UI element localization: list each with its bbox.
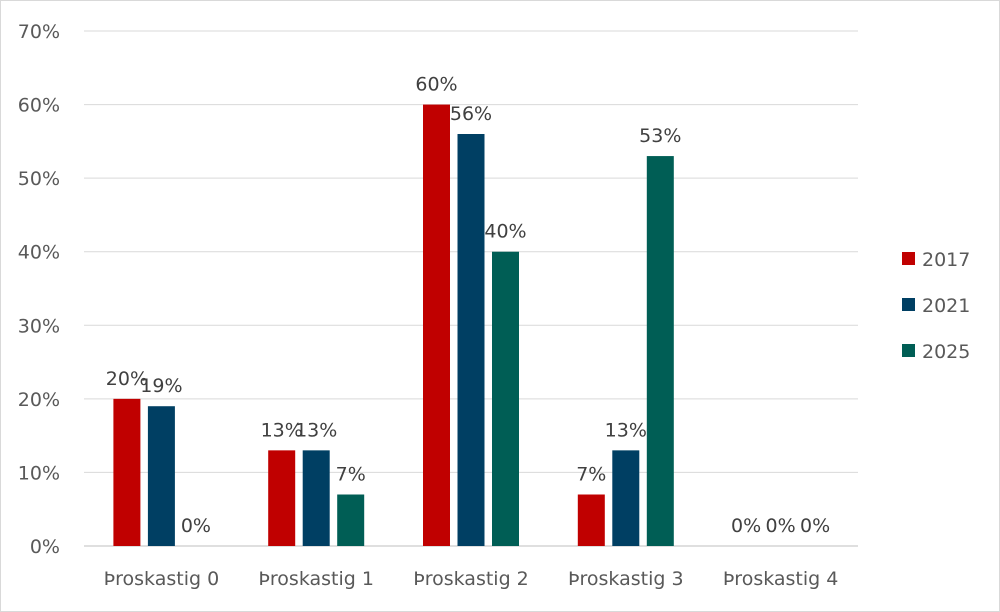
y-tick-label: 60% [18,95,60,117]
x-tick-label: Þroskastig 3 [568,568,684,590]
data-label-2021-1: 13% [295,419,337,441]
x-axis-ticks: Þroskastig 0 Þroskastig 1 Þroskastig 2 Þros… [104,568,839,590]
bar-2017-2 [423,104,450,547]
x-tick-label: Þroskastig 2 [413,568,529,590]
x-tick-label: Þroskastig 4 [723,568,839,590]
data-label-2021-4: 0% [766,515,796,537]
data-label-2017-2: 60% [415,74,457,96]
bar-2017-0 [113,398,141,546]
data-label-2025-4: 0% [800,515,830,537]
bar-2017-3 [577,494,605,546]
data-label-2017-0: 20% [106,368,148,390]
data-label-2017-1: 13% [261,419,303,441]
data-label-2025-1: 7% [336,464,366,486]
bar-2021-2 [457,134,485,546]
legend-swatch-2017 [902,252,915,265]
data-label-2017-3: 7% [576,464,606,486]
data-label-2025-2: 40% [484,221,526,243]
y-tick-label: 40% [18,242,60,264]
bar-2025-3 [646,156,674,547]
data-labels: 20%19%0%13%13%7%60%56%40%7%13%53%0% 0% 0% [106,74,830,537]
y-tick-label: 50% [18,168,60,190]
legend: 2017 2021 2025 [902,249,970,363]
legend-label-2025: 2025 [922,341,970,363]
y-axis-ticks: 0% 10% 20% 30% 40% 50% 60% 70% [18,21,60,558]
bar-2021-0 [147,406,175,546]
data-label-2021-3: 13% [605,419,647,441]
y-tick-label: 0% [30,536,60,558]
y-tick-label: 10% [18,462,60,484]
legend-swatch-2025 [902,344,915,357]
data-label-2017-4: 0% [731,515,761,537]
data-label-2025-3: 53% [639,125,681,147]
bar-2021-3 [612,450,640,546]
y-tick-label: 20% [18,389,60,411]
data-label-2021-0: 19% [140,375,182,397]
bar-2017-1 [268,450,296,546]
legend-label-2021: 2021 [922,295,970,317]
legend-swatch-2021 [902,298,915,311]
y-tick-label: 30% [18,315,60,337]
data-label-2025-0: 0% [181,515,211,537]
legend-label-2017: 2017 [922,249,970,271]
x-tick-label: Þroskastig 1 [258,568,374,590]
x-tick-label: Þroskastig 0 [104,568,220,590]
data-label-2021-2: 56% [450,103,492,125]
bar-2021-1 [302,450,330,546]
bar-2025-1 [337,494,365,546]
bar-2025-2 [492,251,519,546]
bars [113,104,674,547]
y-tick-label: 70% [18,21,60,43]
